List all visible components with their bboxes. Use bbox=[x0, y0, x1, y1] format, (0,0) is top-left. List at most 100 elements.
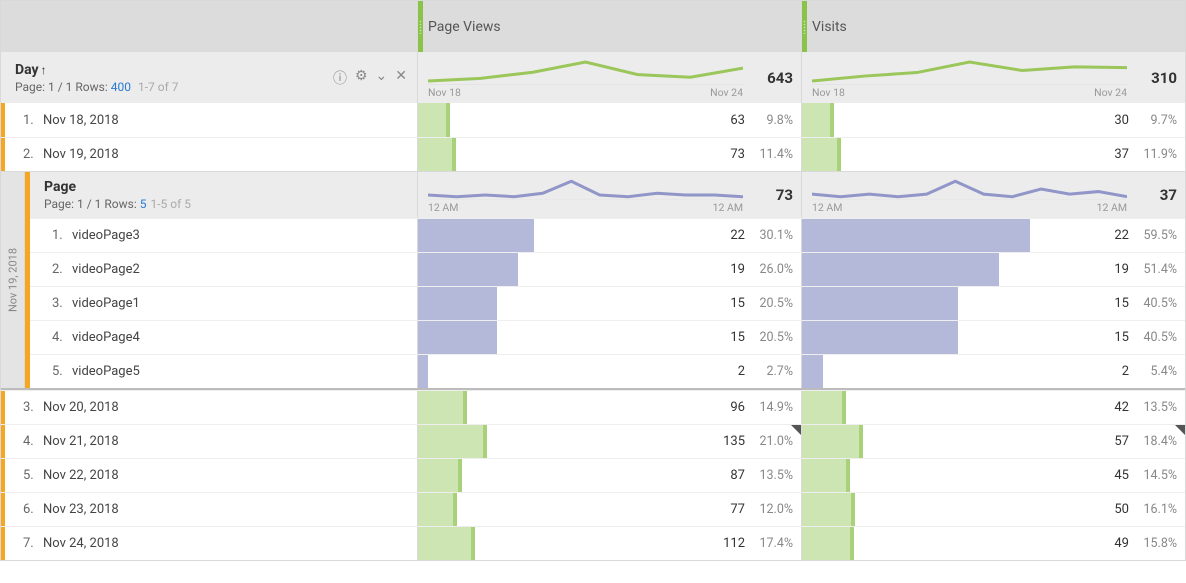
metric-cell: 8713.5% bbox=[418, 459, 802, 492]
metric-header-visits[interactable]: Visits bbox=[802, 1, 1185, 52]
sort-up-icon: ↑ bbox=[41, 63, 47, 77]
row-count-link[interactable]: 5 bbox=[140, 197, 147, 211]
row-index: 3. bbox=[23, 400, 43, 415]
metric-total: 73 bbox=[776, 186, 793, 204]
metric-cell: 5718.4% bbox=[802, 425, 1185, 458]
sparkline bbox=[428, 58, 743, 85]
metric-value: 73 bbox=[697, 147, 745, 162]
metric-percent: 21.0% bbox=[745, 434, 793, 449]
gear-icon[interactable]: ⚙ bbox=[355, 68, 368, 88]
metric-value: 15 bbox=[697, 296, 745, 311]
metric-total: 37 bbox=[1160, 186, 1177, 204]
drag-handle-icon[interactable] bbox=[418, 1, 423, 52]
row-text: Nov 24, 2018 bbox=[43, 536, 119, 551]
row-index: 2. bbox=[52, 262, 72, 277]
metric-header-pageviews[interactable]: Page Views bbox=[418, 1, 802, 52]
header-spacer bbox=[1, 1, 418, 52]
row-index: 5. bbox=[23, 468, 43, 483]
table-row[interactable]: 2.Nov 19, 20187311.4%3711.9% bbox=[1, 137, 1185, 171]
metric-percent: 15.8% bbox=[1129, 536, 1177, 551]
metric-percent: 59.5% bbox=[1129, 228, 1177, 243]
table-row[interactable]: 2.videoPage21926.0%1951.4% bbox=[30, 252, 1185, 286]
table-row[interactable]: 5.Nov 22, 20188713.5%4514.5% bbox=[1, 458, 1185, 492]
metric-value: 15 bbox=[697, 330, 745, 345]
drag-handle-icon[interactable] bbox=[802, 1, 807, 52]
metric-percent: 2.7% bbox=[745, 364, 793, 379]
axis-label: Nov 18 bbox=[428, 86, 461, 99]
row-index: 1. bbox=[52, 228, 72, 243]
metric-cell: 2259.5% bbox=[802, 219, 1185, 252]
metric-cell: 3711.9% bbox=[802, 138, 1185, 171]
table-row[interactable]: 1.Nov 18, 2018639.8%309.7% bbox=[1, 103, 1185, 137]
metric-cell: 309.7% bbox=[802, 103, 1185, 137]
dimension-title[interactable]: Page bbox=[44, 179, 403, 195]
metric-value: 63 bbox=[697, 113, 745, 128]
metric-percent: 9.8% bbox=[745, 113, 793, 128]
axis-label: 12 AM bbox=[713, 201, 743, 214]
metric-percent: 40.5% bbox=[1129, 330, 1177, 345]
metric-cell: 2230.1% bbox=[418, 219, 802, 252]
row-label: 2.videoPage2 bbox=[30, 253, 418, 286]
metric-cell: 7712.0% bbox=[418, 493, 802, 526]
metric-percent: 40.5% bbox=[1129, 296, 1177, 311]
metric-cell: 7311.4% bbox=[418, 138, 802, 171]
row-label: 4.Nov 21, 2018 bbox=[1, 425, 418, 458]
anomaly-marker-icon[interactable] bbox=[1175, 425, 1185, 435]
metric-cell: 4514.5% bbox=[802, 459, 1185, 492]
metric-percent: 26.0% bbox=[745, 262, 793, 277]
row-index: 5. bbox=[52, 364, 72, 379]
metric-value: 37 bbox=[1081, 147, 1129, 162]
row-label: 6.Nov 23, 2018 bbox=[1, 493, 418, 526]
sparkline-cell: 12 AM12 AM37 bbox=[802, 172, 1185, 218]
row-text: Nov 20, 2018 bbox=[43, 400, 119, 415]
metric-percent: 30.1% bbox=[745, 228, 793, 243]
table-row[interactable]: 7.Nov 24, 201811217.4%4915.8% bbox=[1, 526, 1185, 560]
table-row[interactable]: 3.Nov 20, 20189614.9%4213.5% bbox=[1, 390, 1185, 424]
metric-value: 19 bbox=[1081, 262, 1129, 277]
metric-cell: 639.8% bbox=[418, 103, 802, 137]
metric-value: 50 bbox=[1081, 502, 1129, 517]
metric-cell: 13521.0% bbox=[418, 425, 802, 458]
metric-value: 15 bbox=[1081, 296, 1129, 311]
metric-cell: 1951.4% bbox=[802, 253, 1185, 286]
axis-label: Nov 18 bbox=[812, 86, 845, 99]
nested-dimension-label: PagePage: 1 / 1 Rows: 51-5 of 5 bbox=[30, 172, 418, 218]
axis-label: 12 AM bbox=[812, 201, 842, 214]
metric-cell: 1926.0% bbox=[418, 253, 802, 286]
metric-cell: 22.7% bbox=[418, 355, 802, 388]
table-row[interactable]: 1.videoPage32230.1%2259.5% bbox=[30, 218, 1185, 252]
row-label: 1.Nov 18, 2018 bbox=[1, 103, 418, 137]
row-text: Nov 23, 2018 bbox=[43, 502, 119, 517]
row-count-link[interactable]: 400 bbox=[111, 80, 131, 94]
table-row[interactable]: 4.Nov 21, 201813521.0%5718.4% bbox=[1, 424, 1185, 458]
metric-percent: 5.4% bbox=[1129, 364, 1177, 379]
table-row[interactable]: 3.videoPage11520.5%1540.5% bbox=[30, 286, 1185, 320]
table-row[interactable]: 5.videoPage522.7%25.4% bbox=[30, 354, 1185, 388]
row-label: 5.videoPage5 bbox=[30, 355, 418, 388]
row-index: 3. bbox=[52, 296, 72, 311]
chevron-down-icon[interactable]: ⌄ bbox=[376, 68, 388, 88]
row-label: 4.videoPage4 bbox=[30, 321, 418, 354]
table-row[interactable]: 6.Nov 23, 20187712.0%5016.1% bbox=[1, 492, 1185, 526]
metric-value: 96 bbox=[697, 400, 745, 415]
sparkline bbox=[428, 178, 743, 200]
row-label: 3.Nov 20, 2018 bbox=[1, 391, 418, 424]
metric-percent: 11.4% bbox=[745, 147, 793, 162]
info-icon[interactable]: ⓘ bbox=[333, 68, 347, 88]
nested-body: PagePage: 1 / 1 Rows: 51-5 of 5 12 AM 12 A… bbox=[30, 172, 1185, 388]
metric-header-row: Page Views Visits bbox=[1, 1, 1185, 52]
axis-label: Nov 24 bbox=[1094, 86, 1127, 99]
row-text: videoPage1 bbox=[72, 296, 140, 311]
metric-percent: 13.5% bbox=[1129, 400, 1177, 415]
breakdown-table: Page Views Visits Day↑ Page: 1 / 1 Rows:… bbox=[0, 0, 1186, 561]
metric-value: 19 bbox=[697, 262, 745, 277]
metric-cell: 1540.5% bbox=[802, 321, 1185, 354]
metric-value: 45 bbox=[1081, 468, 1129, 483]
row-text: Nov 18, 2018 bbox=[43, 113, 119, 128]
table-row[interactable]: 4.videoPage41520.5%1540.5% bbox=[30, 320, 1185, 354]
close-icon[interactable]: ✕ bbox=[395, 68, 407, 88]
metric-cell: 1520.5% bbox=[418, 321, 802, 354]
metric-percent: 9.7% bbox=[1129, 113, 1177, 128]
anomaly-marker-icon[interactable] bbox=[791, 425, 801, 435]
rows-container: 1.Nov 18, 2018639.8%309.7%2.Nov 19, 2018… bbox=[1, 103, 1185, 560]
